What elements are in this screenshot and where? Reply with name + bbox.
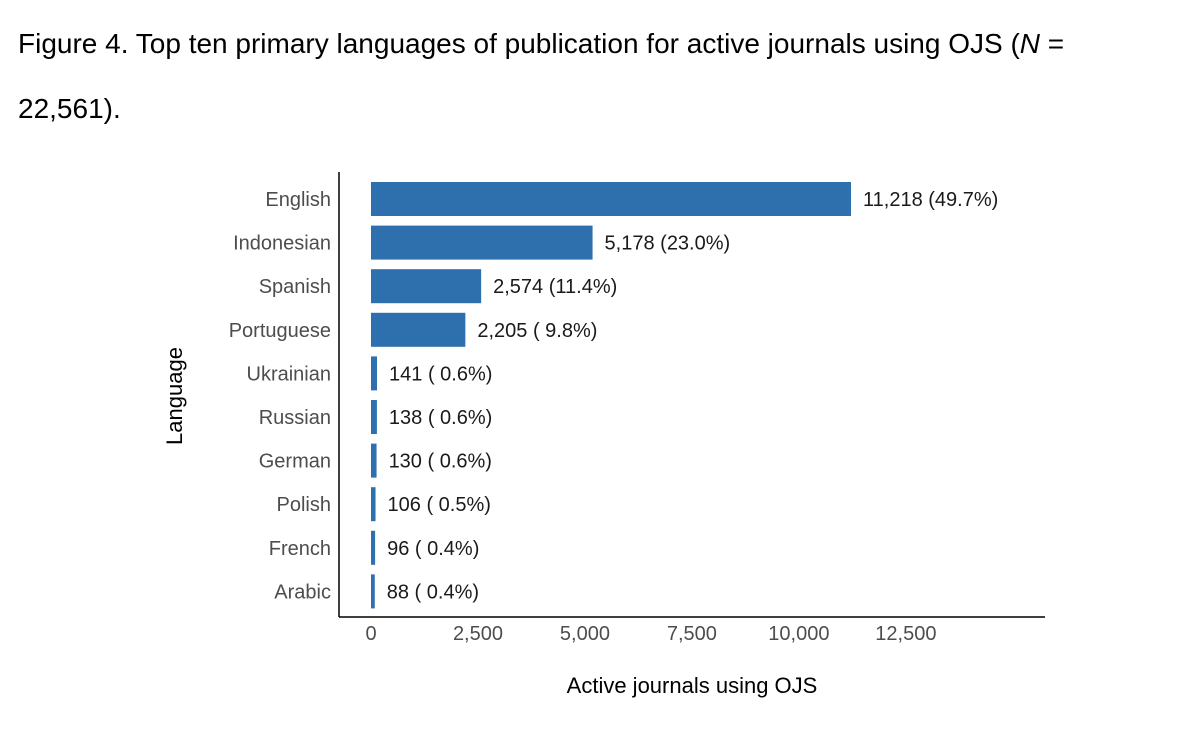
y-tick-label-arabic: Arabic — [274, 581, 331, 603]
y-tick-label-portuguese: Portuguese — [229, 320, 331, 342]
bar-english — [371, 182, 851, 216]
data-label-english: 11,218 (49.7%) — [863, 189, 998, 211]
bar-arabic — [371, 574, 375, 609]
y-tick-label-ukrainian: Ukrainian — [247, 363, 331, 385]
x-tick-label: 0 — [365, 623, 376, 645]
figure-caption-line-2: 22,561). — [18, 93, 121, 124]
bars-group — [371, 182, 851, 609]
data-label-ukrainian: 141 ( 0.6%) — [389, 363, 492, 385]
data-label-german: 130 ( 0.6%) — [389, 451, 492, 473]
bar-portuguese — [371, 312, 466, 347]
bar-indonesian — [371, 225, 593, 260]
x-tick-label: 7,500 — [667, 623, 717, 645]
y-tick-label-polish: Polish — [277, 494, 331, 516]
caption-suffix: = — [1040, 28, 1065, 59]
y-tick-label-russian: Russian — [259, 407, 331, 429]
y-tick-label-english: English — [265, 189, 331, 211]
x-axis-title: Active journals using OJS — [567, 673, 818, 698]
data-label-russian: 138 ( 0.6%) — [389, 407, 492, 429]
data-label-spanish: 2,574 (11.4%) — [493, 276, 617, 298]
bar-ukrainian — [371, 356, 378, 391]
caption-n-symbol: N — [1019, 28, 1041, 59]
data-label-polish: 106 ( 0.5%) — [388, 494, 491, 516]
x-tick-label: 12,500 — [875, 623, 936, 645]
bar-german — [371, 443, 377, 478]
y-tick-labels: English Indonesian Spanish Portuguese Ukrain… — [229, 189, 331, 603]
bar-spanish — [371, 269, 482, 304]
x-tick-label: 2,500 — [453, 623, 503, 645]
y-tick-label-german: German — [259, 451, 331, 473]
y-tick-label-indonesian: Indonesian — [233, 233, 331, 255]
data-label-indonesian: 5,178 (23.0%) — [605, 233, 731, 255]
x-tick-label: 5,000 — [560, 623, 610, 645]
y-axis-title: Language — [162, 347, 187, 445]
bar-russian — [371, 400, 377, 434]
data-label-french: 96 ( 0.4%) — [387, 538, 479, 560]
data-label-arabic: 88 ( 0.4%) — [387, 581, 479, 603]
x-tick-labels: 0 2,500 5,000 7,500 10,000 12,500 — [365, 623, 936, 645]
bar-french — [371, 530, 376, 565]
y-tick-label-spanish: Spanish — [259, 276, 331, 298]
x-tick-label: 10,000 — [768, 623, 829, 645]
caption-prefix: Figure 4. Top ten primary languages of p… — [18, 28, 1020, 59]
y-tick-label-french: French — [269, 538, 331, 560]
figure-caption-line-1: Figure 4. Top ten primary languages of p… — [18, 30, 1188, 58]
data-labels: 11,218 (49.7%) 5,178 (23.0%) 2,574 (11.4%)… — [387, 189, 999, 603]
data-label-portuguese: 2,205 ( 9.8%) — [477, 320, 597, 342]
bar-polish — [371, 487, 376, 522]
